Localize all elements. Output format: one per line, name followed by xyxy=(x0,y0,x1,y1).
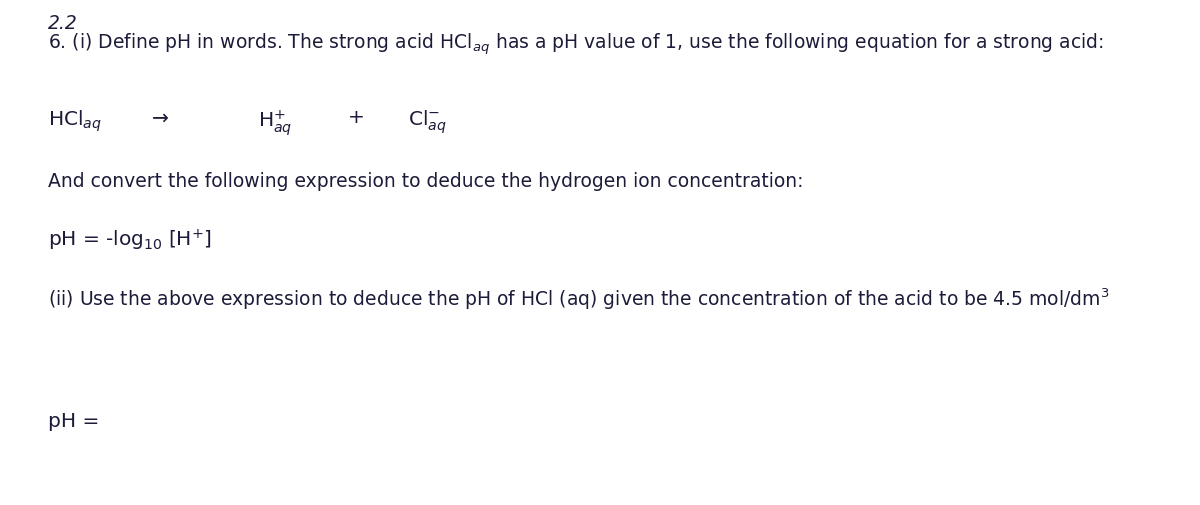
Text: HCl$_{\mathit{aq}}$: HCl$_{\mathit{aq}}$ xyxy=(48,108,102,133)
Text: 2.2: 2.2 xyxy=(48,14,78,33)
Text: And convert the following expression to deduce the hydrogen ion concentration:: And convert the following expression to … xyxy=(48,172,804,190)
Text: pH =: pH = xyxy=(48,411,100,430)
Text: $\rightarrow$: $\rightarrow$ xyxy=(148,108,169,127)
Text: Cl$^{-}_{\mathit{aq}}$: Cl$^{-}_{\mathit{aq}}$ xyxy=(408,108,446,135)
Text: H$^{+}_{\mathit{aq}}$: H$^{+}_{\mathit{aq}}$ xyxy=(258,108,293,138)
Text: pH = -log$_{10}$ [H$^{+}$]: pH = -log$_{10}$ [H$^{+}$] xyxy=(48,228,211,253)
Text: 6. (i) Define pH in words. The strong acid HCl$_{\mathit{aq}}$ has a pH value of: 6. (i) Define pH in words. The strong ac… xyxy=(48,32,1104,58)
Text: (ii) Use the above expression to deduce the pH of HCl (aq) given the concentrati: (ii) Use the above expression to deduce … xyxy=(48,286,1110,312)
Text: +: + xyxy=(348,108,365,127)
